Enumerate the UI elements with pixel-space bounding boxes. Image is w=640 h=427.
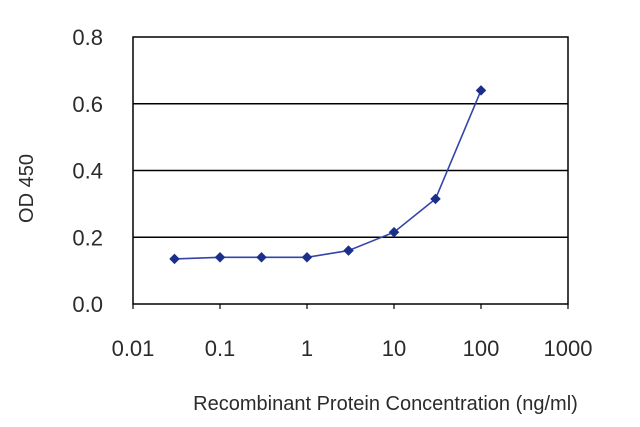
y-tick-label: 0.2: [72, 225, 103, 250]
y-axis-tick-labels: 0.0 0.2 0.4 0.6 0.8: [72, 25, 103, 317]
series-line: [174, 90, 482, 260]
data-point-marker: [475, 85, 487, 96]
y-axis-title: OD 450: [16, 154, 38, 223]
x-axis-tick-marks: [132, 304, 569, 309]
x-tick-label: 1000: [544, 336, 593, 361]
x-tick-label: 1: [301, 336, 313, 361]
y-tick-label: 0.0: [72, 292, 103, 317]
data-point-marker: [388, 226, 400, 238]
data-point-marker: [430, 193, 441, 205]
gridlines: [133, 103, 568, 238]
x-tick-label: 0.1: [205, 336, 236, 361]
data-point-marker: [256, 251, 267, 263]
y-tick-label: 0.8: [72, 25, 103, 50]
y-tick-label: 0.4: [72, 159, 103, 184]
x-axis-tick-labels: 0.01 0.1 1 10 100 1000: [112, 336, 593, 361]
data-point-marker: [169, 253, 180, 265]
data-point-marker: [343, 245, 354, 256]
x-tick-label: 10: [382, 336, 406, 361]
x-tick-label: 100: [463, 336, 500, 361]
series-layer: [169, 85, 487, 265]
y-tick-label: 0.6: [72, 92, 103, 117]
data-point-marker: [301, 251, 313, 263]
x-tick-label: 0.01: [112, 336, 155, 361]
x-axis-title: Recombinant Protein Concentration (ng/ml…: [193, 393, 578, 415]
data-point-marker: [214, 251, 226, 263]
plot-frame: [132, 36, 569, 305]
